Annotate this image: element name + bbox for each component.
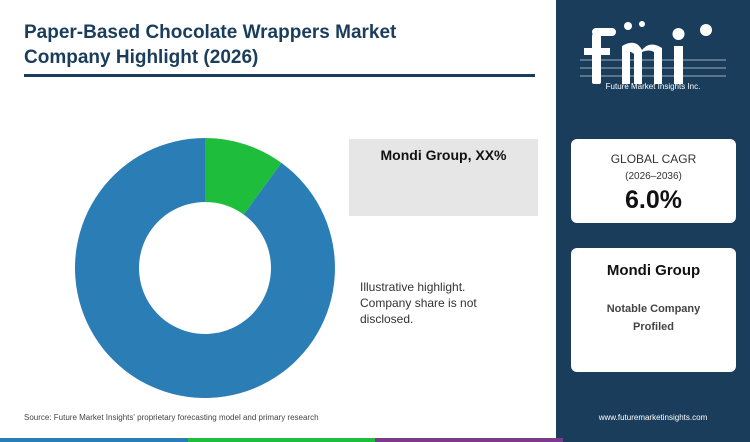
company-name: Mondi Group xyxy=(606,262,701,279)
donut-slice-others xyxy=(74,138,335,398)
cagr-period: (2026–2036) xyxy=(625,171,682,182)
illustrative-note: Illustrative highlight. Company share is… xyxy=(360,279,530,327)
highlight-box: Mondi Group, XX% xyxy=(349,139,538,216)
fmi-logo xyxy=(580,21,726,84)
note-line-3: disclosed. xyxy=(360,312,414,326)
page-title: Paper-Based Chocolate Wrappers Market Co… xyxy=(24,20,534,70)
note-line-2: Company share is not xyxy=(360,296,477,310)
note-line-1: Illustrative highlight. xyxy=(360,280,466,294)
cagr-card: GLOBAL CAGR (2026–2036) 6.0% xyxy=(571,139,736,223)
bottom-bar-segment xyxy=(187,438,375,442)
left-panel: Paper-Based Chocolate Wrappers Market Co… xyxy=(24,20,538,422)
company-desc-line-2: Profiled xyxy=(633,321,674,333)
title-line-2: Company Highlight (2026) xyxy=(24,47,259,68)
highlight-label: Mondi Group, XX% xyxy=(380,147,507,163)
bottom-color-bar xyxy=(0,438,750,442)
donut-slice-mondi-group xyxy=(205,138,282,215)
cagr-value: 6.0% xyxy=(625,186,682,214)
right-panel: Future Market Insights Inc. GLOBAL CAGR … xyxy=(556,0,750,442)
title-underline xyxy=(24,74,535,77)
company-card: Mondi Group Notable Company Profiled xyxy=(571,248,736,372)
donut-chart xyxy=(74,138,335,398)
cagr-label: GLOBAL CAGR xyxy=(610,152,697,166)
bottom-bar-segment xyxy=(562,438,750,442)
website-link[interactable]: www.futuremarketinsights.com xyxy=(598,413,708,422)
company-description: Notable Company Profiled xyxy=(591,300,716,336)
bottom-bar-segment xyxy=(0,438,188,442)
source-note: Source: Future Market Insights' propriet… xyxy=(24,413,319,422)
bottom-bar-segment xyxy=(375,438,563,442)
logo-tagline: Future Market Insights Inc. xyxy=(605,82,701,91)
title-line-1: Paper-Based Chocolate Wrappers Market xyxy=(24,22,397,43)
company-desc-line-1: Notable Company xyxy=(606,303,701,315)
